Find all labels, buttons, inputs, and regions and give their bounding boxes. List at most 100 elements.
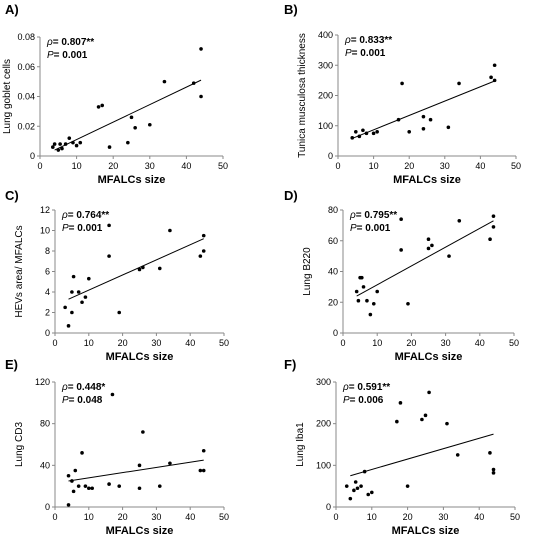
data-point xyxy=(201,468,206,473)
significance-stars: ** xyxy=(86,37,94,48)
y-tick-label: 0 xyxy=(326,502,331,512)
data-point xyxy=(74,143,79,148)
data-point xyxy=(357,134,362,139)
rho-value: = 0.764 xyxy=(68,210,102,221)
x-tick-label: 30 xyxy=(441,338,451,348)
data-point xyxy=(87,276,91,281)
data-point xyxy=(70,479,74,483)
y-axis-title: Lung CD3 xyxy=(14,422,25,467)
x-tick-label: 40 xyxy=(185,338,195,348)
data-point xyxy=(191,81,196,85)
data-point xyxy=(430,243,434,248)
trendline xyxy=(350,433,494,477)
significance-stars: ** xyxy=(384,35,392,46)
y-tick-label: 0 xyxy=(30,151,35,161)
data-point xyxy=(399,217,403,222)
data-point xyxy=(110,392,115,397)
data-point xyxy=(51,145,55,149)
data-point xyxy=(371,131,376,136)
data-point xyxy=(141,430,145,434)
data-point xyxy=(100,103,105,108)
x-axis-title: MFALCs size xyxy=(98,174,166,186)
data-point xyxy=(421,126,426,131)
data-point xyxy=(354,289,359,294)
x-tick-label: 30 xyxy=(438,512,448,522)
y-tick-label: 10 xyxy=(40,226,50,236)
data-point xyxy=(198,254,203,258)
x-tick-label: 50 xyxy=(219,338,229,348)
data-point xyxy=(396,117,401,122)
y-tick-label: 6 xyxy=(45,267,50,277)
y-tick-label: 40 xyxy=(40,460,50,470)
data-point xyxy=(76,484,81,488)
data-point xyxy=(447,254,451,258)
p-symbol: P xyxy=(62,395,69,406)
data-point xyxy=(157,484,162,488)
data-point xyxy=(491,214,496,218)
x-tick-label: 0 xyxy=(340,338,345,348)
x-tick-label: 20 xyxy=(404,161,414,171)
y-tick-label: 40 xyxy=(328,267,338,277)
x-tick-label: 20 xyxy=(118,512,128,522)
data-point xyxy=(361,128,365,133)
panel-label: E) xyxy=(5,357,18,372)
data-point xyxy=(107,223,111,228)
data-point xyxy=(80,451,84,455)
rho-annotation: ρ= 0.448* xyxy=(61,382,105,393)
data-point xyxy=(71,274,76,279)
x-tick-label: 0 xyxy=(335,161,340,171)
p-annotation: P= 0.001 xyxy=(62,223,103,234)
data-point xyxy=(366,492,371,497)
trendline xyxy=(68,459,204,482)
data-point xyxy=(83,295,88,299)
x-tick-label: 20 xyxy=(108,161,118,171)
data-point xyxy=(352,488,356,493)
data-point xyxy=(117,310,122,315)
data-point xyxy=(359,484,363,488)
data-point xyxy=(107,254,111,258)
x-tick-label: 10 xyxy=(369,161,379,171)
data-point xyxy=(137,267,142,272)
data-point xyxy=(96,105,101,109)
data-point xyxy=(491,467,496,472)
x-tick-label: 10 xyxy=(84,512,94,522)
data-point xyxy=(66,324,71,328)
panel-a: A) 0 10 20 30 40 50 0 0.02 0.04 0.06 0.08 MFALCs siz… xyxy=(2,2,228,186)
x-tick-label: 10 xyxy=(84,338,94,348)
data-point xyxy=(157,266,162,271)
rho-value: = 0.833 xyxy=(351,35,385,46)
y-axis-title: Lung B220 xyxy=(302,247,313,296)
p-value: = 0.048 xyxy=(69,395,103,406)
panel-b: B) 0 10 20 30 40 50 0 100 200 300 400 MFALCs size Tun… xyxy=(284,2,521,186)
y-tick-label: 12 xyxy=(40,205,50,215)
x-tick-label: 40 xyxy=(475,161,485,171)
x-axis-title: MFALCs size xyxy=(393,174,461,186)
data-point xyxy=(63,305,67,310)
x-tick-label: 40 xyxy=(474,512,484,522)
data-point xyxy=(491,471,496,475)
x-tick-label: 20 xyxy=(403,512,413,522)
x-tick-label: 40 xyxy=(185,512,195,522)
p-symbol: P xyxy=(343,395,350,406)
rho-symbol: ρ xyxy=(61,382,68,393)
data-point xyxy=(80,300,84,305)
x-axis-title: MFALCs size xyxy=(395,351,463,363)
y-axis-title: Tunica musculosa thickness xyxy=(297,33,308,158)
y-tick-label: 0 xyxy=(45,502,50,512)
panel-label: A) xyxy=(5,2,19,17)
data-point xyxy=(426,246,431,251)
data-point xyxy=(405,484,410,488)
data-point xyxy=(70,290,74,294)
data-point xyxy=(76,290,81,294)
data-point xyxy=(406,301,410,306)
data-point xyxy=(162,79,167,84)
p-value: = 0.001 xyxy=(357,223,391,234)
data-point xyxy=(87,486,91,491)
data-point xyxy=(107,482,111,486)
x-axis-title: MFALCs size xyxy=(106,525,174,537)
data-point xyxy=(201,448,206,453)
data-point xyxy=(375,289,380,294)
y-tick-label: 0.02 xyxy=(17,121,35,131)
trendline xyxy=(68,238,204,300)
data-point xyxy=(421,114,426,119)
